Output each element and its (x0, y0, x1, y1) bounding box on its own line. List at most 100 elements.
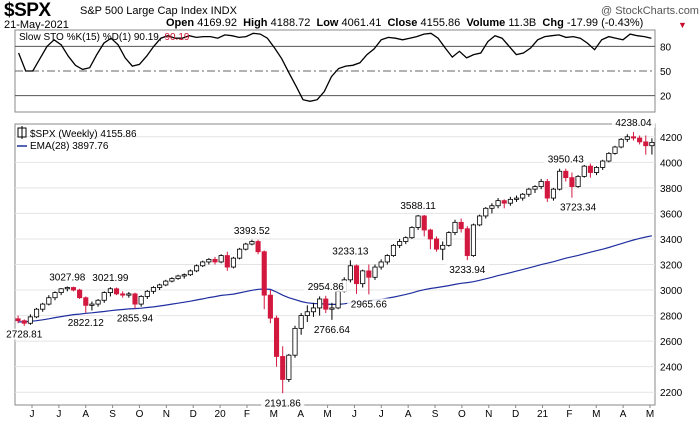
candle (230, 256, 237, 269)
candle-body (169, 278, 175, 282)
candle-body (95, 299, 101, 305)
candle (157, 283, 163, 291)
price-annotation-bg (113, 312, 157, 324)
quote-date: 21-May-2021 (4, 19, 69, 31)
price-tick-label: 3000 (660, 286, 683, 297)
candle (224, 251, 230, 271)
x-tick-label: J (352, 409, 357, 420)
candle (273, 315, 280, 367)
candle (624, 134, 630, 142)
candle-body (323, 298, 329, 310)
candle-body (175, 275, 181, 279)
candle (249, 239, 255, 246)
candle (298, 313, 304, 335)
price-annotation: 3027.98 (49, 272, 86, 283)
price-annotation: 2965.66 (351, 299, 388, 310)
candle-body (384, 255, 390, 263)
candle-body (458, 221, 464, 230)
candle-body (273, 317, 280, 357)
candle (544, 178, 550, 202)
price-annotation-bg (556, 201, 600, 213)
candle (409, 226, 415, 239)
stochastic-value: 90.19 (164, 32, 189, 43)
candle (323, 295, 329, 314)
price-annotation-bg (396, 199, 440, 211)
x-tick-label: J (379, 409, 384, 420)
candle-body (372, 266, 378, 278)
candle (107, 287, 113, 297)
price-annotation: 3021.99 (92, 273, 129, 284)
candle-body (58, 288, 64, 294)
candle-body (304, 311, 310, 316)
stochastic-tick-label: 80 (660, 42, 672, 53)
candle-body (581, 165, 587, 177)
candle (33, 307, 40, 319)
x-tick-label: 21 (537, 409, 549, 420)
close-label: Close (387, 17, 418, 29)
candle (384, 254, 390, 265)
price-annotation-bg (611, 116, 656, 128)
candle-body (126, 293, 132, 296)
candle (353, 264, 360, 294)
candle (83, 296, 89, 313)
candle-body (224, 255, 230, 268)
candle (587, 163, 593, 178)
price-annotation-bg (45, 271, 89, 283)
low-label: Low (316, 17, 339, 29)
candle (569, 172, 575, 198)
candle (550, 187, 557, 201)
candle (193, 264, 200, 273)
candle-body (21, 320, 27, 324)
candle-body (52, 292, 58, 299)
candle (335, 290, 341, 310)
candle (427, 228, 433, 250)
candle-body (360, 270, 366, 285)
price-tick-label: 4200 (660, 133, 683, 144)
candle (649, 138, 655, 155)
candle-body (415, 215, 421, 228)
price-tick-label: 4000 (660, 158, 683, 169)
candle-body (46, 297, 52, 305)
candle (643, 135, 649, 155)
candle-body (329, 307, 335, 310)
candle (360, 269, 366, 288)
candle (58, 288, 64, 296)
x-tick-label: A (297, 409, 304, 420)
price-tick-label: 3200 (660, 261, 683, 272)
candle (581, 164, 587, 178)
candle (421, 214, 427, 237)
high-label: High (243, 17, 268, 29)
candle (150, 286, 157, 294)
candle (513, 195, 520, 202)
candle-body (544, 181, 550, 199)
candle (563, 168, 569, 182)
candle (507, 196, 513, 206)
candle-body (421, 215, 427, 231)
candle (477, 214, 483, 227)
price-tick-label: 2800 (660, 312, 683, 323)
change-value: -17.99 (-0.43%) (566, 17, 644, 29)
price-annotation-bg (2, 328, 46, 340)
price-annotation: 2191.86 (265, 398, 302, 409)
candle-body (261, 251, 267, 296)
price-annotation-bg (310, 323, 354, 335)
price-annotation-bg (347, 298, 391, 310)
candle-body (83, 297, 89, 306)
candle (95, 298, 101, 307)
candle (637, 135, 643, 145)
candle (163, 279, 169, 287)
stochastic-tick-label: 50 (660, 67, 672, 78)
candle (526, 187, 532, 197)
candle (267, 290, 273, 324)
candle (495, 198, 501, 209)
stochastic-line (17, 32, 652, 102)
candle-body (390, 244, 397, 256)
candle (378, 259, 384, 270)
ticker-symbol: $SPX (4, 0, 51, 21)
high-value: 4188.72 (270, 17, 311, 29)
candle-body (353, 265, 360, 285)
candle (612, 145, 618, 155)
candle (27, 314, 33, 325)
x-tick-label: J (56, 409, 61, 420)
candle (329, 302, 335, 320)
